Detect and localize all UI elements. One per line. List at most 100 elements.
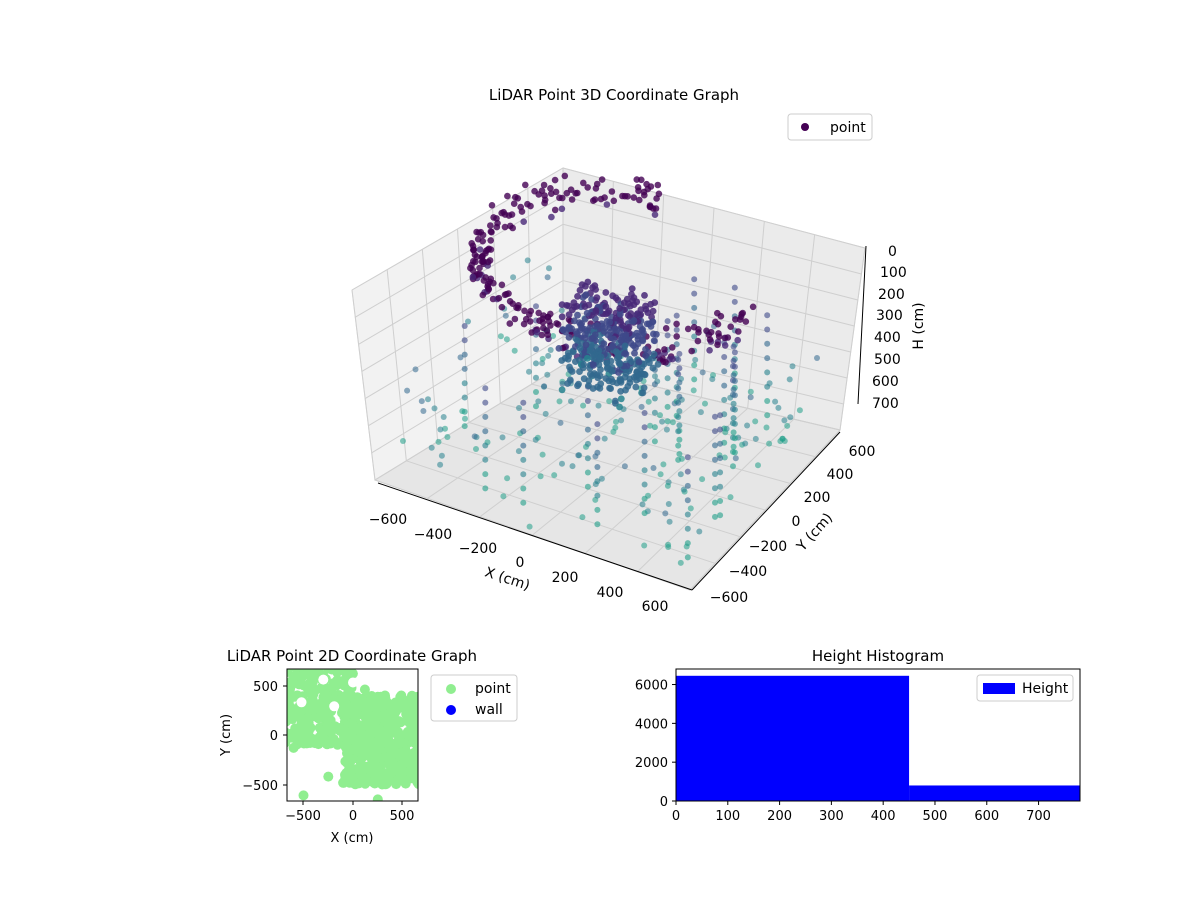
point-3d (501, 211, 509, 218)
point-3d (575, 380, 582, 388)
point-3d (582, 291, 590, 299)
point-3d (594, 435, 601, 442)
point-3d (634, 332, 641, 340)
point-3d (544, 274, 551, 281)
z-tick-3d: 400 (874, 330, 901, 346)
point-3d (764, 369, 771, 376)
point-3d (465, 318, 471, 325)
point-3d (620, 299, 628, 307)
point-3d (608, 188, 616, 195)
point-3d (610, 197, 618, 205)
point-3d (642, 302, 649, 310)
point-3d (556, 194, 563, 202)
legend-2d-marker-wall (446, 705, 456, 715)
point-3d (661, 346, 668, 353)
point-3d (633, 176, 641, 183)
point-3d (651, 381, 658, 388)
point-3d (614, 354, 621, 362)
point-2d (287, 684, 295, 695)
point-3d (535, 398, 542, 405)
point-3d (639, 326, 646, 333)
point-3d (742, 318, 750, 325)
point-3d (755, 462, 761, 469)
point-3d (539, 315, 546, 323)
point-3d (626, 375, 634, 383)
z-tick-3d: 200 (878, 287, 905, 303)
y-tick-3d: 600 (849, 444, 876, 460)
y-tick-3d: −400 (729, 564, 767, 580)
point-3d (515, 448, 522, 455)
z-tick-3d: 500 (874, 352, 901, 368)
point-2d (345, 753, 356, 764)
chart-3d-title: LiDAR Point 3D Coordinate Graph (489, 86, 739, 104)
point-3d (617, 395, 625, 403)
point-3d (584, 278, 592, 286)
point-3d (699, 369, 706, 376)
point-3d (664, 418, 671, 425)
point-3d (673, 326, 680, 333)
point-3d (638, 403, 645, 410)
point-3d (440, 414, 447, 420)
point-3d (609, 292, 617, 300)
point-3d (691, 333, 698, 340)
point-3d (684, 325, 692, 333)
point-3d (593, 180, 601, 188)
point-3d (572, 190, 579, 197)
point-2d (359, 684, 370, 695)
point-3d (730, 343, 737, 350)
point-3d (527, 307, 535, 315)
point-3d (676, 350, 683, 357)
point-3d (652, 205, 660, 212)
point-3d (696, 528, 703, 535)
lidar-2d-plot: LiDAR Point 2D Coordinate Graph −500 0 5… (219, 647, 518, 846)
point-3d (612, 348, 620, 355)
point-3d (764, 340, 771, 347)
point-3d (476, 246, 484, 253)
point-3d (470, 246, 478, 253)
point-3d (588, 335, 596, 342)
point-3d (521, 307, 528, 315)
point-3d (502, 312, 509, 319)
point-3d (712, 428, 718, 435)
point-3d (482, 442, 489, 449)
point-3d (558, 307, 565, 314)
point-3d (468, 261, 475, 269)
histogram-bars (676, 675, 1080, 801)
point-3d (559, 460, 565, 467)
point-3d (558, 386, 566, 394)
point-3d (676, 379, 683, 386)
point-3d (662, 325, 670, 332)
point-3d (550, 333, 557, 339)
point-2d (331, 677, 342, 688)
y-axis-2d-label: Y (cm) (219, 714, 234, 757)
point-3d (602, 289, 610, 296)
point-3d (645, 398, 652, 405)
point-3d (522, 181, 529, 189)
point-3d (731, 449, 738, 456)
point-3d (684, 497, 691, 504)
point-3d (639, 336, 646, 343)
point-2d (395, 751, 405, 761)
point-2d (302, 713, 313, 724)
legend-2d-label-wall: wall (475, 702, 503, 718)
point-3d (482, 274, 490, 281)
histogram-x-tick: 600 (974, 809, 999, 824)
point-3d (616, 360, 623, 368)
point-3d (784, 422, 791, 429)
point-3d (738, 310, 745, 318)
point-3d (462, 415, 468, 422)
point-3d (633, 298, 641, 306)
point-2d (390, 697, 401, 708)
point-3d (628, 285, 636, 292)
y-tick-2d: 500 (253, 680, 278, 695)
legend-hist-box (976, 674, 1074, 702)
point-3d (603, 359, 611, 367)
point-3d (732, 455, 739, 462)
point-3d (573, 330, 581, 338)
point-3d (471, 433, 478, 440)
point-3d (677, 471, 684, 478)
point-3d (613, 418, 619, 425)
point-3d (490, 279, 497, 287)
point-3d (731, 349, 738, 356)
point-3d (621, 463, 628, 470)
